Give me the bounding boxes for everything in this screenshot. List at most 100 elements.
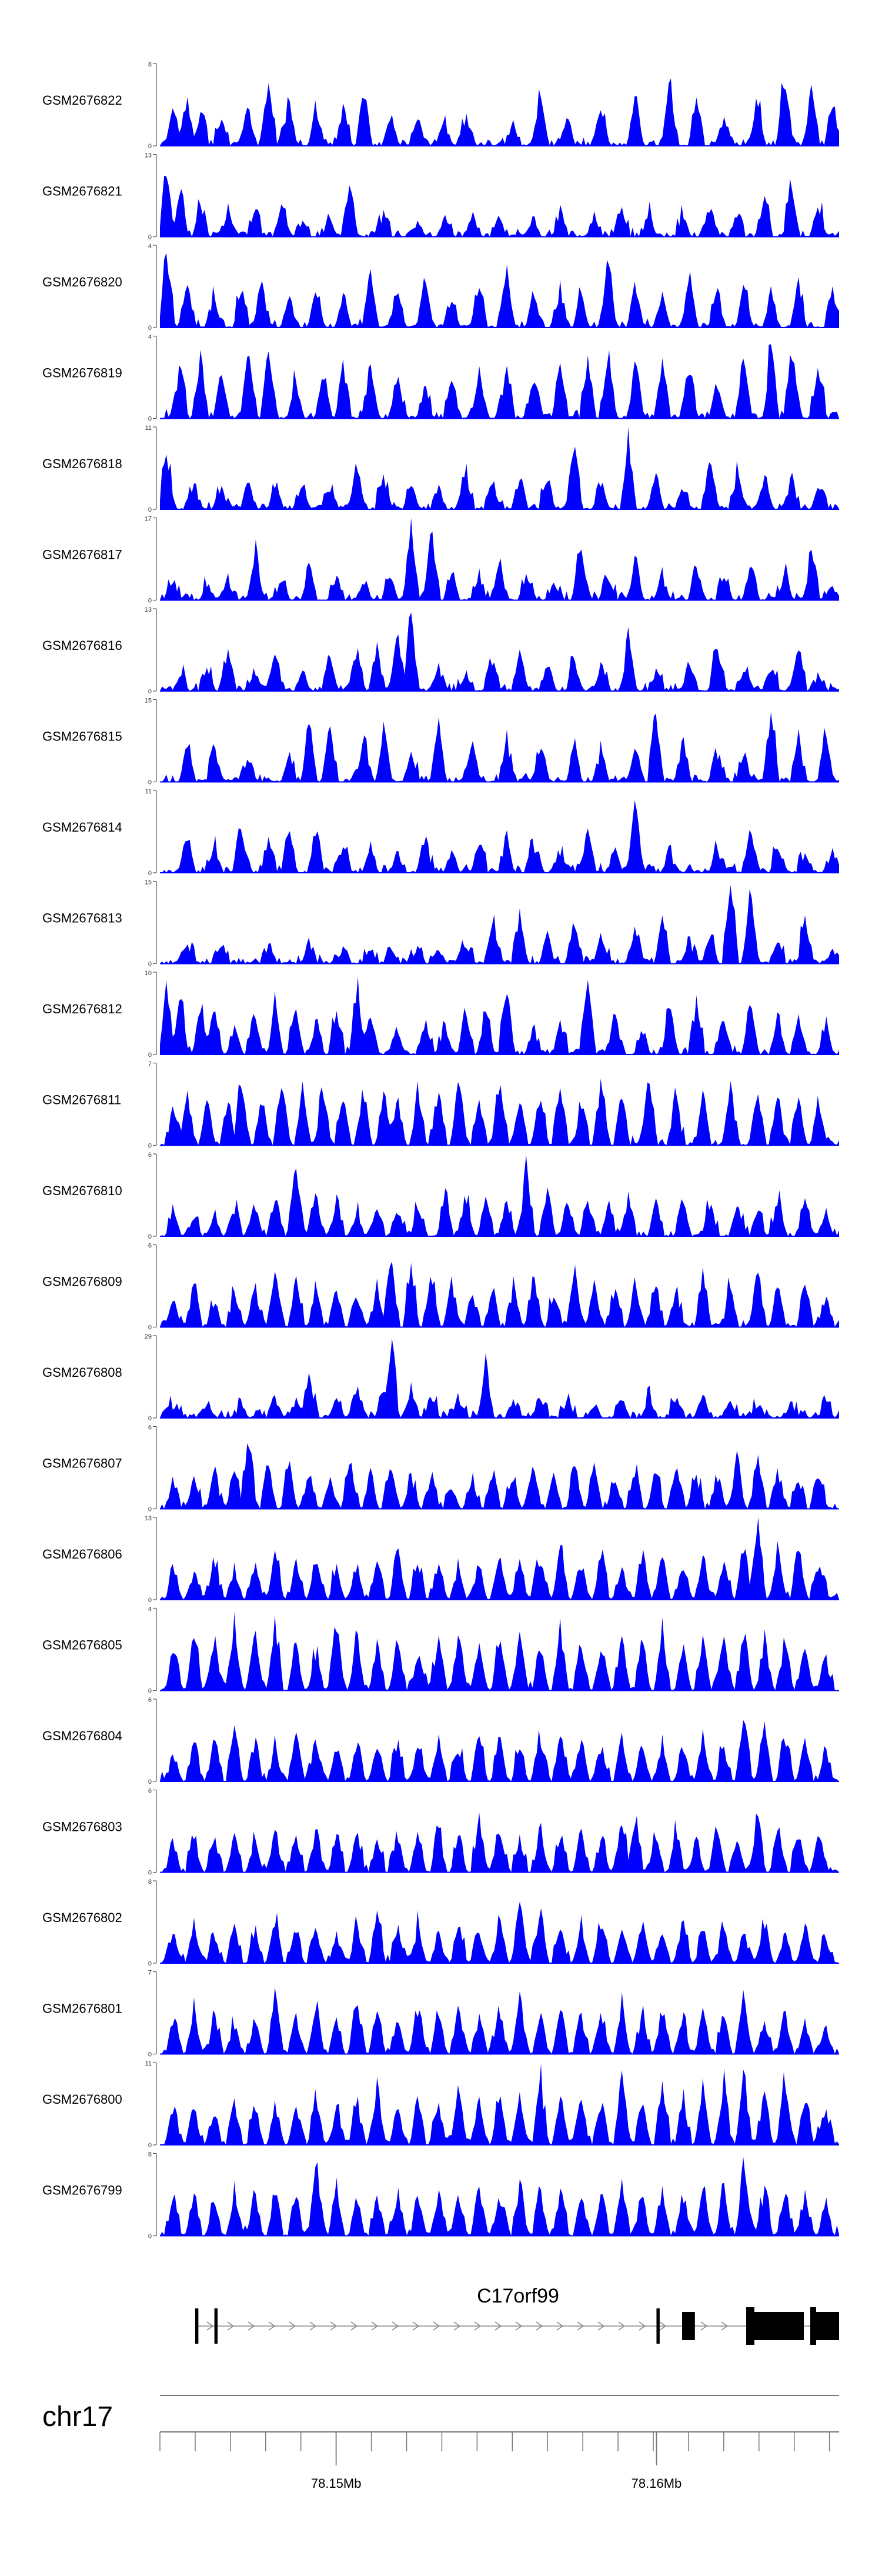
y-tick-label-zero: 0 <box>148 143 152 150</box>
coverage-area <box>160 2064 839 2145</box>
y-tick-label-zero: 0 <box>148 1143 152 1150</box>
gene-exon <box>214 2308 218 2344</box>
strand-arrow <box>536 2321 543 2331</box>
gene-exon-edge <box>746 2307 755 2345</box>
strand-arrow <box>206 2321 214 2331</box>
y-tick-label-zero: 0 <box>148 234 152 241</box>
chromosome-label: chr17 <box>42 2401 113 2432</box>
track-GSM2676799: GSM2676799 8 0 <box>42 2151 839 2240</box>
y-tick-label-max: 15 <box>145 698 152 705</box>
gene-model <box>195 2307 839 2345</box>
y-tick-label-zero: 0 <box>148 1506 152 1513</box>
coverage-area <box>160 1901 839 1963</box>
strand-arrow <box>268 2321 276 2331</box>
track-GSM2676822: GSM2676822 8 0 <box>42 61 839 150</box>
coverage-area <box>160 1339 839 1418</box>
coverage-area <box>160 1079 839 1146</box>
y-tick-label-max: 17 <box>145 516 152 523</box>
strand-arrow <box>392 2321 399 2331</box>
track-label: GSM2676807 <box>42 1456 122 1471</box>
coverage-area <box>160 78 839 146</box>
track-GSM2676816: GSM2676816 13 0 <box>42 606 839 695</box>
track-label: GSM2676804 <box>42 1729 122 1743</box>
y-tick-label-max: 4 <box>148 243 152 250</box>
track-label: GSM2676812 <box>42 1002 122 1016</box>
track-label: GSM2676822 <box>42 93 122 108</box>
track-GSM2676813: GSM2676813 15 0 <box>42 879 839 968</box>
y-tick-label-zero: 0 <box>148 598 152 605</box>
coverage-area <box>160 1154 839 1236</box>
track-GSM2676818: GSM2676818 11 0 <box>42 425 839 513</box>
coverage-area <box>160 344 839 419</box>
track-label: GSM2676803 <box>42 1820 122 1834</box>
track-label: GSM2676811 <box>42 1093 121 1107</box>
track-label: GSM2676806 <box>42 1547 122 1561</box>
y-tick-label-zero: 0 <box>148 416 152 423</box>
gene-name-label: C17orf99 <box>477 2285 559 2307</box>
strand-arrow <box>350 2321 358 2331</box>
track-label: GSM2676817 <box>42 548 122 562</box>
coverage-area <box>160 1517 839 1600</box>
y-tick-label-zero: 0 <box>148 1052 152 1059</box>
y-tick-label-max: 6 <box>148 1697 152 1704</box>
strand-arrow <box>659 2321 667 2331</box>
strand-arrow <box>227 2321 235 2331</box>
y-tick-label-zero: 0 <box>148 1233 152 1240</box>
track-GSM2676817: GSM2676817 17 0 <box>42 516 839 605</box>
y-tick-label-max: 11 <box>145 2060 152 2067</box>
track-label: GSM2676805 <box>42 1638 122 1653</box>
track-GSM2676802: GSM2676802 8 0 <box>42 1878 839 1967</box>
coverage-area <box>160 252 839 328</box>
strand-arrow <box>618 2321 626 2331</box>
y-tick-label-max: 29 <box>145 1333 152 1340</box>
y-tick-label-max: 6 <box>148 1788 152 1795</box>
y-tick-label-zero: 0 <box>148 506 152 513</box>
coverage-area <box>160 976 839 1055</box>
track-GSM2676820: GSM2676820 4 0 <box>42 243 839 332</box>
strand-arrow <box>371 2321 379 2331</box>
y-tick-label-max: 10 <box>145 970 152 977</box>
y-tick-label-zero: 0 <box>148 2233 152 2240</box>
track-GSM2676805: GSM2676805 4 0 <box>42 1606 839 1695</box>
y-tick-label-zero: 0 <box>148 1415 152 1422</box>
y-tick-label-max: 13 <box>145 1515 152 1522</box>
y-tick-label-max: 6 <box>148 1152 152 1159</box>
axis-tick-label: 78.16Mb <box>632 2476 682 2491</box>
coverage-area <box>160 1612 839 1691</box>
track-label: GSM2676810 <box>42 1183 122 1198</box>
track-label: GSM2676813 <box>42 911 122 926</box>
coverage-area <box>160 712 839 782</box>
axis-ticks: 78.15Mb 78.16Mb <box>159 2432 830 2491</box>
y-tick-label-zero: 0 <box>148 1324 152 1332</box>
y-tick-label-max: 11 <box>145 788 152 795</box>
gene-exon <box>195 2308 199 2344</box>
y-tick-label-zero: 0 <box>148 1870 152 1877</box>
track-label: GSM2676809 <box>42 1274 122 1289</box>
coverage-area <box>160 1720 839 1781</box>
track-GSM2676807: GSM2676807 6 0 <box>42 1424 839 1513</box>
track-label: GSM2676820 <box>42 275 122 289</box>
y-tick-label-max: 4 <box>148 1606 152 1613</box>
gene-exon <box>656 2308 660 2344</box>
track-GSM2676810: GSM2676810 6 0 <box>42 1152 839 1240</box>
y-tick-label-max: 6 <box>148 1243 152 1250</box>
track-GSM2676809: GSM2676809 6 0 <box>42 1243 839 1332</box>
track-GSM2676815: GSM2676815 15 0 <box>42 698 839 786</box>
strand-arrow <box>412 2321 420 2331</box>
track-GSM2676804: GSM2676804 6 0 <box>42 1697 839 1786</box>
strand-arrow <box>577 2321 584 2331</box>
y-tick-label-zero: 0 <box>148 688 152 695</box>
signal-tracks: GSM267682280GSM2676821130GSM267682040GSM… <box>42 61 839 2240</box>
strand-arrow <box>248 2321 255 2331</box>
track-label: GSM2676821 <box>42 184 122 199</box>
strand-arrow <box>433 2321 440 2331</box>
strand-arrow <box>721 2321 729 2331</box>
strand-arrow <box>495 2321 502 2331</box>
y-tick-label-max: 13 <box>145 152 152 159</box>
track-GSM2676812: GSM2676812 10 0 <box>42 970 839 1059</box>
y-tick-label-max: 13 <box>145 606 152 613</box>
strand-arrow <box>474 2321 482 2331</box>
y-tick-label-max: 8 <box>148 2151 152 2158</box>
track-GSM2676808: GSM2676808 29 0 <box>42 1333 839 1422</box>
